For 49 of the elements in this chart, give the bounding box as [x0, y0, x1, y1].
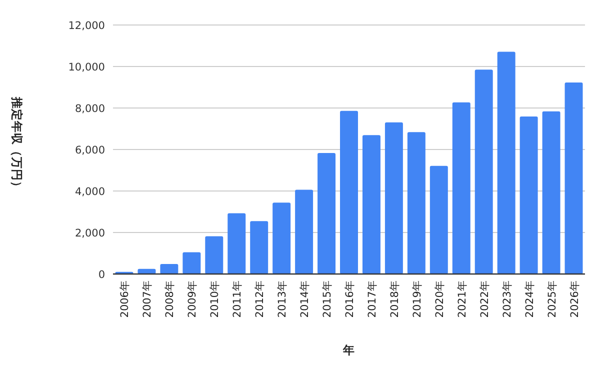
bar — [407, 132, 426, 274]
x-tick-label: 2019年 — [411, 280, 424, 318]
x-tick-label: 2012年 — [254, 280, 266, 318]
bar — [452, 102, 470, 274]
y-tick-label: 4,000 — [74, 186, 105, 198]
bar — [384, 122, 403, 274]
x-tick-label: 2006年 — [119, 280, 132, 318]
bar — [205, 236, 224, 274]
bar — [160, 264, 178, 274]
bar — [542, 111, 560, 274]
x-tick-label: 2026年 — [568, 280, 581, 318]
x-tick-label: 2021年 — [456, 280, 468, 318]
bar — [362, 135, 380, 274]
y-tick-label: 2,000 — [74, 228, 105, 240]
bar — [272, 202, 291, 274]
bar — [520, 116, 538, 274]
bar — [564, 82, 583, 274]
bar — [340, 110, 358, 274]
x-tick-label: 2010年 — [209, 280, 222, 318]
bar — [182, 252, 201, 274]
x-tick-label: 2009年 — [186, 280, 199, 318]
x-tick-label: 2015年 — [322, 280, 334, 318]
y-axis-title: 推定年収（万円） — [10, 96, 24, 193]
x-tick-label: 2007年 — [142, 280, 154, 318]
x-tick-label: 2018年 — [388, 280, 401, 318]
y-tick-label: 0 — [98, 269, 105, 281]
y-tick-label: 8,000 — [74, 103, 105, 115]
x-tick-label: 2013年 — [276, 280, 289, 318]
bar — [497, 52, 516, 274]
bar — [318, 153, 336, 274]
x-tick-label: 2025年 — [546, 280, 558, 318]
x-tick-label: 2017年 — [366, 280, 378, 318]
x-axis-title: 年 — [342, 343, 355, 357]
x-tick-label: 2008年 — [164, 280, 176, 318]
x-tick-label: 2014年 — [299, 280, 312, 318]
x-tick-label: 2024年 — [524, 280, 536, 318]
y-tick-label: 6,000 — [74, 144, 105, 156]
x-tick-label: 2016年 — [344, 280, 356, 318]
bar — [250, 221, 268, 274]
bar — [295, 190, 314, 274]
x-tick-label: 2023年 — [501, 280, 514, 318]
x-tick-label: 2020年 — [434, 280, 446, 318]
x-tick-label: 2011年 — [232, 280, 244, 318]
bar — [474, 70, 493, 274]
y-tick-label: 12,000 — [68, 20, 105, 32]
y-tick-label: 10,000 — [68, 62, 105, 74]
x-tick-label: 2022年 — [478, 280, 491, 318]
bar — [228, 213, 246, 274]
bar — [430, 166, 448, 274]
